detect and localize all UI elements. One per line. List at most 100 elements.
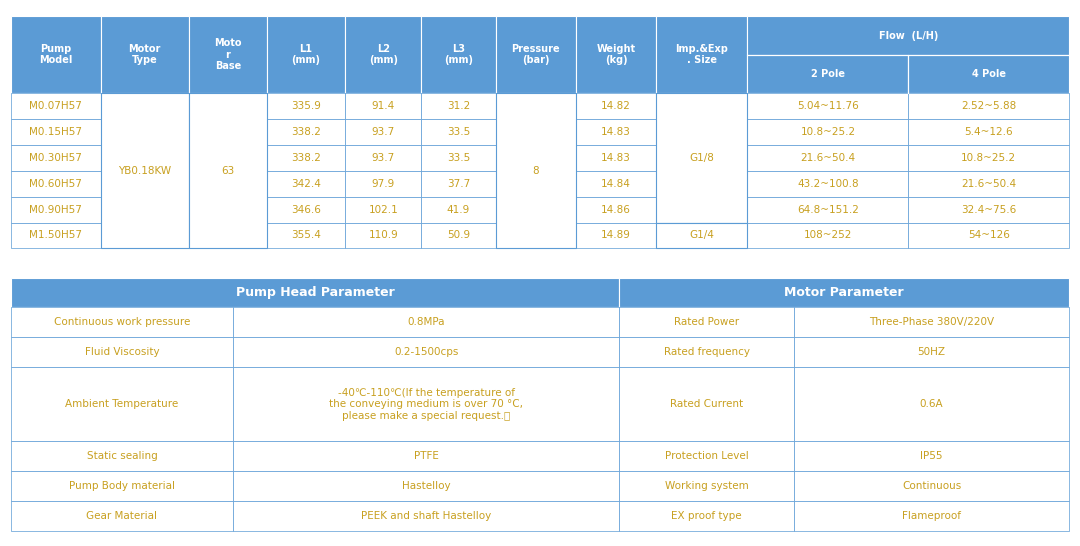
Bar xyxy=(747,171,908,197)
Bar xyxy=(620,278,1069,307)
Text: 102.1: 102.1 xyxy=(368,205,399,215)
Text: 2 Pole: 2 Pole xyxy=(811,69,845,79)
Bar xyxy=(267,197,346,223)
Text: 63: 63 xyxy=(221,165,234,176)
Text: 14.82: 14.82 xyxy=(602,101,631,111)
Bar xyxy=(908,119,1069,145)
Bar xyxy=(576,197,657,223)
Text: 14.86: 14.86 xyxy=(602,205,631,215)
Text: Protection Level: Protection Level xyxy=(665,452,748,461)
Bar xyxy=(100,119,189,145)
Bar xyxy=(908,171,1069,197)
Bar xyxy=(11,337,233,367)
Text: 5.04~11.76: 5.04~11.76 xyxy=(797,101,859,111)
Bar xyxy=(421,145,496,171)
Bar xyxy=(620,441,794,471)
Bar xyxy=(11,119,100,145)
Bar xyxy=(421,119,496,145)
Text: 14.89: 14.89 xyxy=(602,230,631,240)
Text: 338.2: 338.2 xyxy=(292,127,321,137)
Bar xyxy=(657,93,747,119)
Bar xyxy=(576,145,657,171)
Bar xyxy=(267,145,346,171)
Bar xyxy=(794,501,1069,531)
Bar xyxy=(11,145,100,171)
Bar xyxy=(346,197,421,223)
Bar xyxy=(747,93,908,119)
Text: Pump Head Parameter: Pump Head Parameter xyxy=(235,287,394,299)
Text: Static sealing: Static sealing xyxy=(86,452,158,461)
Bar xyxy=(11,441,233,471)
Bar xyxy=(233,307,620,337)
Bar xyxy=(233,501,620,531)
Text: Flameproof: Flameproof xyxy=(902,511,961,521)
Bar xyxy=(346,16,421,93)
Bar xyxy=(189,93,267,119)
Bar xyxy=(576,119,657,145)
Bar xyxy=(421,223,496,248)
Text: Moto
r
Base: Moto r Base xyxy=(214,38,242,72)
Text: -40℃-110℃(If the temperature of
the conveying medium is over 70 °C,
please make : -40℃-110℃(If the temperature of the conv… xyxy=(329,388,523,421)
Bar xyxy=(233,337,620,367)
Text: 14.83: 14.83 xyxy=(602,127,631,137)
Bar xyxy=(620,337,794,367)
Text: Flow  (L/H): Flow (L/H) xyxy=(879,31,939,40)
Text: Rated Current: Rated Current xyxy=(670,399,743,409)
Text: 10.8~25.2: 10.8~25.2 xyxy=(961,153,1016,163)
Text: 50HZ: 50HZ xyxy=(918,347,946,357)
Bar xyxy=(747,55,908,93)
Bar xyxy=(421,197,496,223)
Bar xyxy=(346,145,421,171)
Bar xyxy=(794,367,1069,441)
Text: Three-Phase 380V/220V: Three-Phase 380V/220V xyxy=(869,317,995,328)
Bar xyxy=(496,223,576,248)
Text: 10.8~25.2: 10.8~25.2 xyxy=(800,127,855,137)
Bar xyxy=(657,16,747,93)
Text: 5.4~12.6: 5.4~12.6 xyxy=(964,127,1013,137)
Text: L2
(mm): L2 (mm) xyxy=(369,44,397,66)
Text: 33.5: 33.5 xyxy=(447,127,470,137)
Bar xyxy=(657,145,747,171)
Bar xyxy=(11,93,100,119)
Bar xyxy=(267,16,346,93)
Bar xyxy=(267,223,346,248)
Text: L3
(mm): L3 (mm) xyxy=(444,44,473,66)
Text: 21.6~50.4: 21.6~50.4 xyxy=(961,179,1016,189)
Text: Ambient Temperature: Ambient Temperature xyxy=(65,399,178,409)
Bar xyxy=(908,197,1069,223)
Text: Weight
(kg): Weight (kg) xyxy=(596,44,636,66)
Text: 0.2-1500cps: 0.2-1500cps xyxy=(394,347,458,357)
Text: PEEK and shaft Hastelloy: PEEK and shaft Hastelloy xyxy=(361,511,491,521)
Bar xyxy=(620,471,794,501)
Bar xyxy=(421,93,496,119)
Text: 335.9: 335.9 xyxy=(292,101,321,111)
Text: 14.83: 14.83 xyxy=(602,153,631,163)
Text: 41.9: 41.9 xyxy=(447,205,470,215)
Text: 355.4: 355.4 xyxy=(292,230,321,240)
Text: M0.30H57: M0.30H57 xyxy=(29,153,82,163)
Text: 0.6A: 0.6A xyxy=(920,399,944,409)
Text: Rated Power: Rated Power xyxy=(674,317,740,328)
Text: 346.6: 346.6 xyxy=(292,205,321,215)
Bar xyxy=(233,441,620,471)
Bar xyxy=(100,93,189,248)
Bar xyxy=(657,197,747,223)
Bar xyxy=(496,93,576,119)
Bar xyxy=(100,223,189,248)
Bar xyxy=(657,93,747,223)
Text: Working system: Working system xyxy=(665,481,748,491)
Bar xyxy=(576,93,657,119)
Text: Imp.&Exp
. Size: Imp.&Exp . Size xyxy=(675,44,728,66)
Bar xyxy=(11,197,100,223)
Text: Hastelloy: Hastelloy xyxy=(402,481,450,491)
Bar xyxy=(11,223,100,248)
Text: 93.7: 93.7 xyxy=(372,153,395,163)
Text: 2.52~5.88: 2.52~5.88 xyxy=(961,101,1016,111)
Bar xyxy=(496,171,576,197)
Bar xyxy=(747,223,908,248)
Text: 8: 8 xyxy=(532,165,539,176)
Text: 32.4~75.6: 32.4~75.6 xyxy=(961,205,1016,215)
Bar xyxy=(794,441,1069,471)
Bar xyxy=(100,93,189,119)
Bar xyxy=(747,145,908,171)
